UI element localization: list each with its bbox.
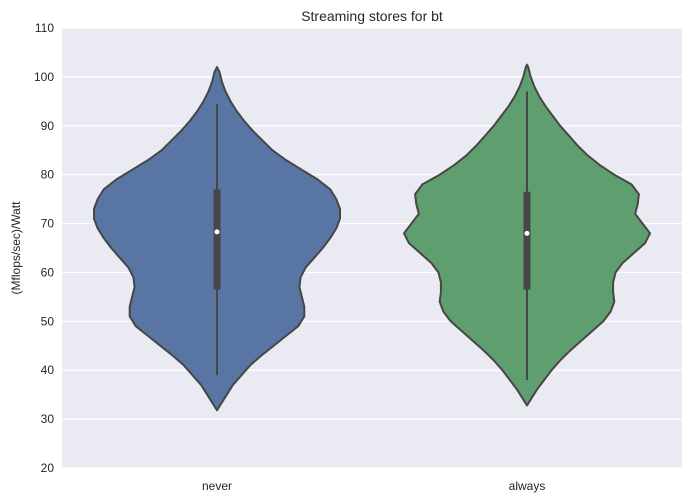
y-axis-ticks: 20 30 40 50 60 70 80 90 100 110 <box>34 21 54 475</box>
y-tick-label: 80 <box>41 168 55 182</box>
y-tick-label: 30 <box>41 412 55 426</box>
median-marker-always <box>524 230 530 236</box>
violins <box>93 63 651 412</box>
x-axis-ticks: never always <box>202 479 545 493</box>
iqr-box-always <box>523 191 531 290</box>
median-marker-never <box>214 229 220 235</box>
y-tick-label: 100 <box>34 70 54 84</box>
y-tick-label: 60 <box>41 265 55 279</box>
y-tick-label: 20 <box>41 461 55 475</box>
y-tick-label: 70 <box>41 217 55 231</box>
y-tick-label: 110 <box>35 21 54 35</box>
chart-title: Streaming stores for bt <box>301 8 443 24</box>
y-tick-label: 40 <box>41 363 55 377</box>
x-tick-label: never <box>202 479 232 493</box>
y-tick-label: 50 <box>41 314 55 328</box>
y-tick-label: 90 <box>41 119 55 133</box>
y-axis-label: (Mflops/sec)/Watt <box>9 201 23 295</box>
iqr-box-never <box>213 189 221 290</box>
x-tick-label: always <box>509 479 546 493</box>
